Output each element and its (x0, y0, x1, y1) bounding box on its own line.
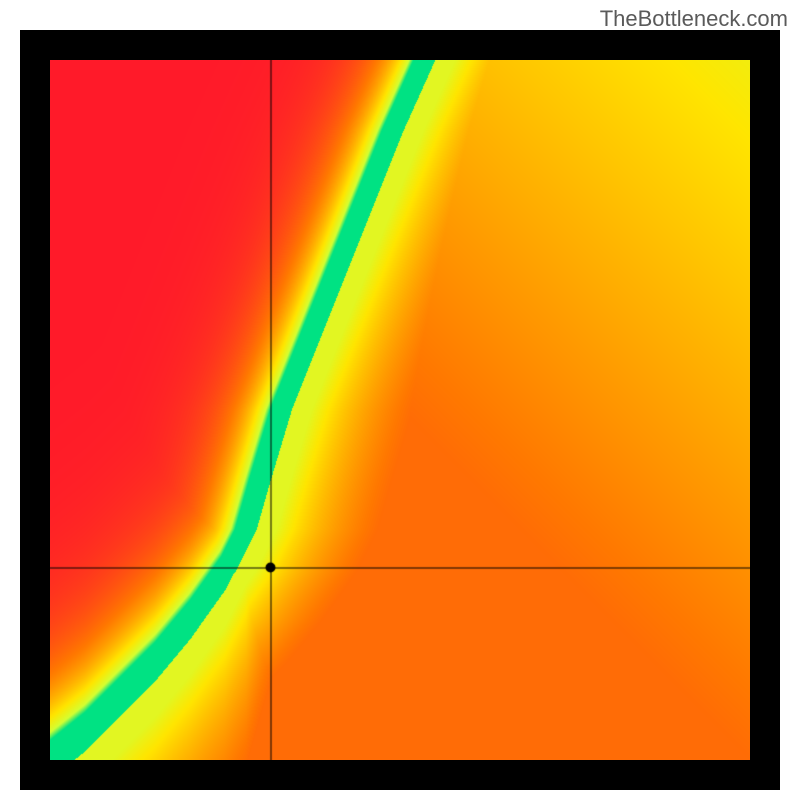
chart-container: TheBottleneck.com (0, 0, 800, 800)
heatmap-canvas (50, 60, 750, 760)
watermark-text: TheBottleneck.com (600, 6, 788, 32)
heatmap-plot (20, 30, 780, 790)
